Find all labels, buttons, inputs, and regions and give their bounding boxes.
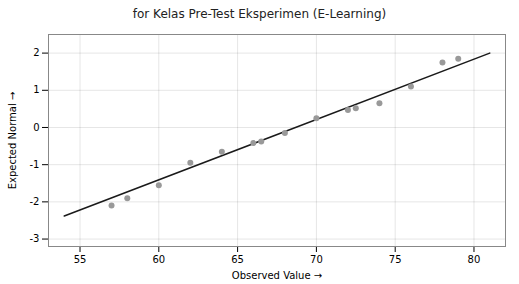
svg-text:0: 0: [33, 122, 39, 133]
svg-text:65: 65: [231, 254, 244, 265]
svg-text:55: 55: [74, 254, 87, 265]
svg-text:2: 2: [33, 47, 39, 58]
svg-text:-1: -1: [30, 159, 40, 170]
svg-text:1: 1: [33, 84, 39, 95]
svg-text:75: 75: [389, 254, 402, 265]
svg-text:-2: -2: [30, 196, 40, 207]
html-text:for Kelas Pre-Test Eksperimen: for Kelas Pre-Test Eksperimen (E-Learnin…: [132, 7, 387, 21]
svg-text:60: 60: [152, 254, 165, 265]
svg-text:70: 70: [310, 254, 323, 265]
svg-text:Observed Value →: Observed Value →: [232, 270, 322, 281]
svg-text:-3: -3: [30, 233, 40, 244]
svg-text:80: 80: [468, 254, 481, 265]
svg-text:Expected Normal →: Expected Normal →: [7, 92, 18, 190]
